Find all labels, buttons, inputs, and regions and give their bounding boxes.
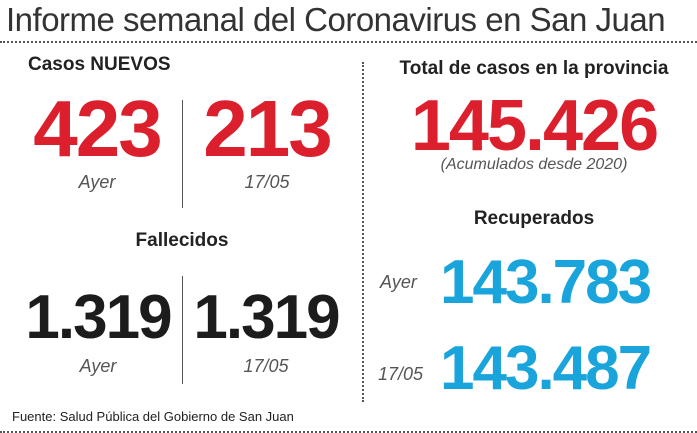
- casos-nuevos-previo-value: 213: [203, 84, 332, 173]
- fallecidos-separator: [182, 276, 183, 384]
- fallecidos-previo-value: 1.319: [193, 283, 340, 352]
- fallecidos-heading: Fallecidos: [135, 230, 229, 251]
- total-casos-note: (Acumulados desde 2020): [440, 156, 628, 173]
- top-dotted-divider: [0, 41, 697, 43]
- fallecidos-ayer-value: 1.319: [25, 283, 172, 352]
- recuperados-previo-label: 17/05: [378, 364, 424, 384]
- center-dotted-divider: [362, 62, 364, 402]
- total-casos-heading: Total de casos en la provincia: [399, 58, 669, 79]
- casos-nuevos-separator: [182, 100, 183, 208]
- total-casos-value: 145.426: [410, 86, 659, 166]
- recuperados-ayer-label: Ayer: [380, 272, 417, 292]
- recuperados-ayer-value: 143.783: [440, 248, 652, 317]
- fallecidos-previo-label: 17/05: [243, 356, 289, 376]
- casos-nuevos-previo-label: 17/05: [244, 172, 290, 192]
- fallecidos-ayer-label: Ayer: [79, 356, 117, 376]
- source-footer: Fuente: Salud Pública del Gobierno de Sa…: [12, 409, 294, 424]
- page-title: Informe semanal del Coronavirus en San J…: [6, 1, 666, 38]
- casos-nuevos-heading: Casos NUEVOS: [28, 54, 171, 75]
- casos-nuevos-ayer-value: 423: [33, 84, 162, 173]
- recuperados-previo-value: 143.487: [440, 334, 652, 403]
- casos-nuevos-ayer-label: Ayer: [78, 172, 116, 192]
- bottom-dotted-divider: [0, 431, 697, 433]
- recuperados-heading: Recuperados: [473, 208, 595, 229]
